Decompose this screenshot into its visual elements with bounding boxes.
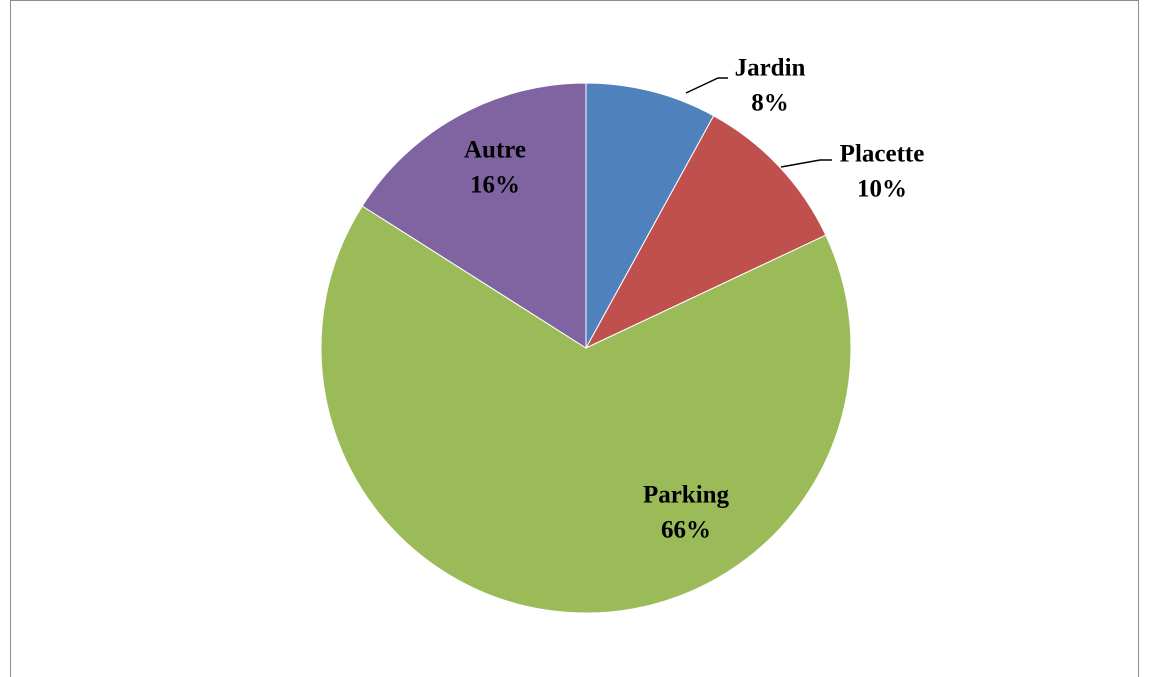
slice-label: Placette (840, 141, 925, 168)
slice-label: Parking (643, 482, 730, 509)
slice-value-label: 10% (857, 176, 907, 203)
pie-slice (361, 82, 587, 349)
slice-value-label: 16% (470, 172, 520, 199)
pie-slice (585, 82, 715, 349)
leader-line (780, 159, 832, 168)
slice-value-label: 66% (661, 517, 711, 544)
slice-value-label: 8% (751, 90, 789, 117)
slice-label: Jardin (735, 55, 806, 82)
slice-label: Autre (464, 137, 526, 164)
pie-slice (584, 115, 827, 350)
pie-slice (320, 205, 852, 614)
leader-line (685, 77, 728, 94)
chart-frame (10, 0, 1139, 677)
